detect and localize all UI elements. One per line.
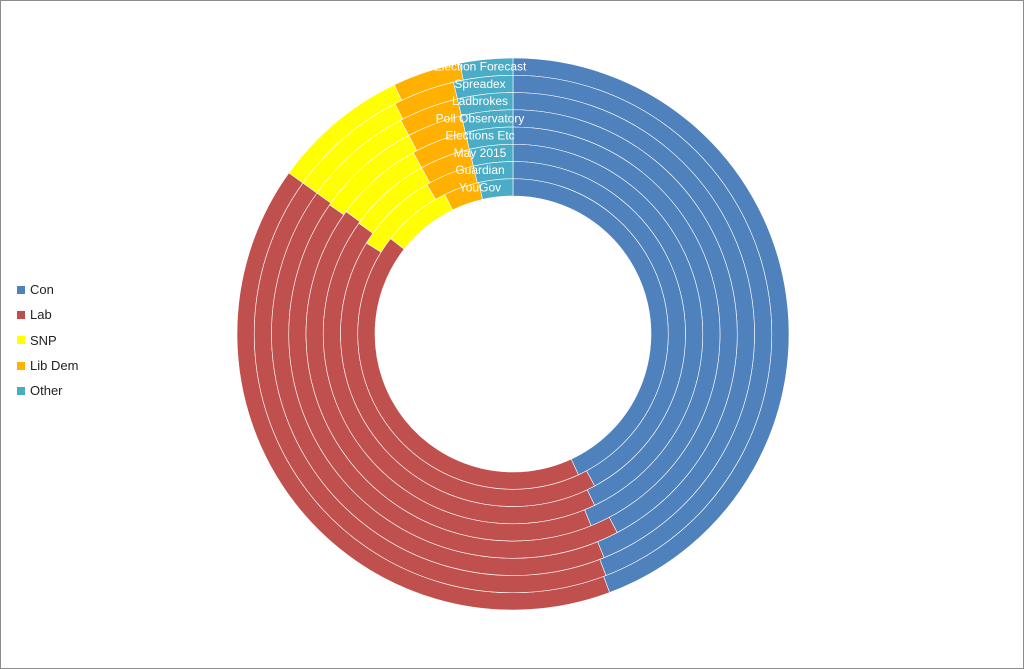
ring-guardian <box>340 161 686 507</box>
legend-swatch <box>17 310 25 319</box>
legend-swatch <box>17 336 25 345</box>
legend-item: Lab <box>17 302 78 327</box>
legend-item: Con <box>17 277 78 302</box>
ring-label: Spreadex <box>454 77 505 91</box>
ring-label: Poll Observatory <box>436 111 525 125</box>
legend-item: SNP <box>17 328 78 353</box>
ring-label: Ladbrokes <box>452 94 508 108</box>
legend-item: Other <box>17 378 78 403</box>
legend-label: Other <box>30 383 63 399</box>
legend-label: Lib Dem <box>30 358 79 374</box>
legend-label: Con <box>30 282 54 298</box>
slice-other <box>478 178 514 200</box>
legend-swatch <box>17 285 25 294</box>
ring-label: Election Forecast <box>434 60 527 74</box>
legend-label: SNP <box>30 332 57 348</box>
legend-label: Lab <box>30 307 52 323</box>
legend: Con Lab SNP Lib Dem Other <box>17 277 78 403</box>
legend-item: Lib Dem <box>17 353 78 378</box>
ring-label: May 2015 <box>454 146 507 160</box>
ring-ladbrokes <box>271 92 755 576</box>
ring-may-2015 <box>323 143 704 524</box>
ring-yougov <box>357 178 669 490</box>
ring-label: Guardian <box>455 163 504 177</box>
legend-swatch <box>17 361 25 370</box>
legend-swatch <box>17 386 25 395</box>
ring-label: YouGov <box>459 180 501 194</box>
ring-label: Elections Etc <box>445 129 514 143</box>
